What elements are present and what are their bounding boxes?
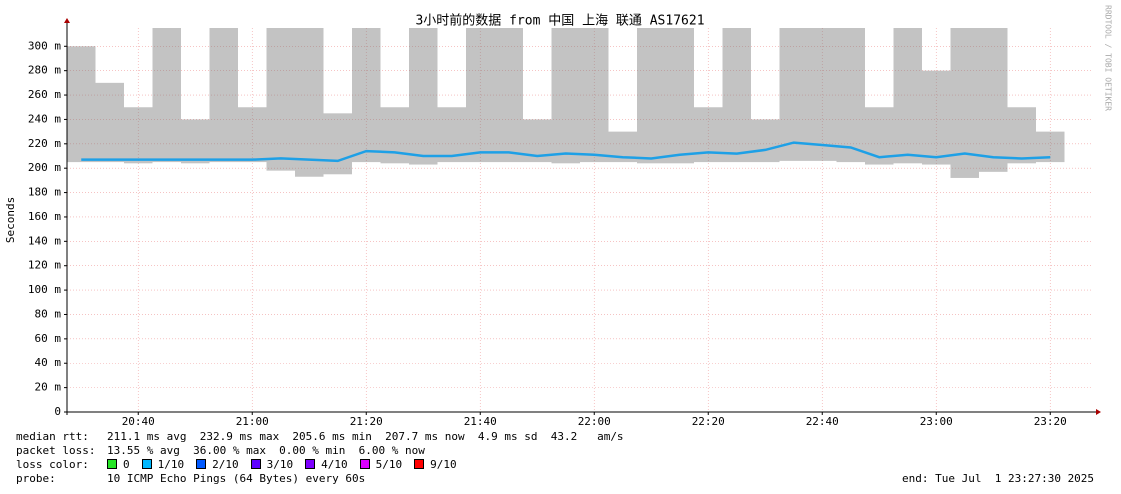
smoke [779,28,808,161]
smoke [209,28,238,163]
smoke [295,28,324,177]
smoke [437,107,466,163]
smoke [266,28,295,171]
smoke [380,107,409,164]
legend-swatch [250,459,261,469]
probe: 10 ICMP Echo Pings (64 Bytes) every 60s [107,472,366,485]
legend-entry: 9/10 [430,458,457,471]
chart-title: 3小时前的数据 from 中国 上海 联通 AS17621 [415,13,704,29]
legend: median rtt: 211.1 ms avg 232.9 ms max 205… [16,0,1094,485]
y-tick-label: 300 m [28,39,61,52]
smoke [808,28,837,161]
smoke [494,28,523,163]
legend-entry: 5/10 [375,458,403,471]
x-tick-label: 21:00 [236,415,269,425]
x-tick-label: 22:00 [578,415,611,425]
y-tick-label: 220 m [28,137,61,150]
legend-swatch [141,459,152,469]
y-tick-label: 20 m [35,381,62,394]
watermark: RRDTOOL / TOBI OETIKER [1104,5,1113,111]
y-tick-label: 40 m [35,356,62,369]
legend-label: loss color: [16,458,89,471]
y-tick-label: 240 m [28,112,61,125]
smoke [238,107,267,163]
smoke [637,28,666,164]
x-tick-label: 21:40 [464,415,497,425]
smoke [551,28,580,164]
smoke [979,28,1008,172]
x-tick-label: 23:00 [920,415,953,425]
smoke [580,28,609,163]
y-tick-label: 100 m [28,283,61,296]
x-tick-label: 22:20 [692,415,725,425]
y-tick-label: 280 m [28,64,61,77]
legend-stats: 13.55 % avg 36.00 % max 0.00 % min 6.00 … [107,444,425,457]
legend-entry: 4/10 [321,458,348,471]
y-tick-label: 180 m [28,186,61,199]
smoke [1007,107,1036,164]
smoke [893,28,922,164]
end-time: end: Tue Jul 1 23:27:30 2025 [902,472,1095,485]
smoke [67,46,96,163]
x-tick-label: 21:20 [350,415,383,425]
y-tick-label: 60 m [35,332,62,345]
y-tick-label: 140 m [28,234,61,247]
chart: 3小时前的数据 from 中国 上海 联通 AS17621 Seconds RR… [4,5,1113,425]
legend-stats: 211.1 ms avg 232.9 ms max 205.6 ms min 2… [107,430,624,443]
smoke [466,28,495,163]
legend-swatch [305,459,316,469]
median-line [81,141,1051,163]
arrow [1096,409,1101,415]
legend-entry: 3/10 [266,458,294,471]
smoke [323,113,352,175]
legend-swatch [107,459,117,469]
legend-entry: 2/10 [212,458,239,471]
legend-label: packet loss: [16,444,96,457]
legend-label: median rtt: [16,430,89,443]
y-tick-label: 260 m [28,88,61,101]
x-tick-label: 20:40 [122,415,155,425]
legend-swatch [196,459,207,469]
smoke [836,28,865,163]
y-tick-label: 80 m [35,307,62,320]
smoke [124,107,153,164]
smoke [922,70,951,165]
smoke [95,82,124,163]
smoke [722,28,751,163]
legend-swatch [359,459,370,469]
y-tick-label: 160 m [28,210,61,223]
smoke [181,119,210,164]
arrow [64,18,70,23]
smoke [152,28,181,163]
legend-label: probe: [16,472,56,485]
loss-colors: 0 1/10 2/10 3/10 4/10 5/10 9/10 [107,458,469,471]
smoke [751,119,780,163]
x-tick-label: 22:40 [806,415,839,425]
legend-entry: 1/10 [157,458,185,471]
legend-swatch [414,459,425,469]
y-tick-label: 120 m [28,259,61,272]
legend-entry: 0 [123,458,130,471]
y-tick-label: 200 m [28,161,61,174]
smoke [409,28,438,165]
x-tick-label: 23:20 [1034,415,1067,425]
smoke [665,28,694,164]
y-tick-label: 0 [54,405,61,418]
y-axis-label: Seconds [4,197,17,243]
smoke [352,28,381,163]
